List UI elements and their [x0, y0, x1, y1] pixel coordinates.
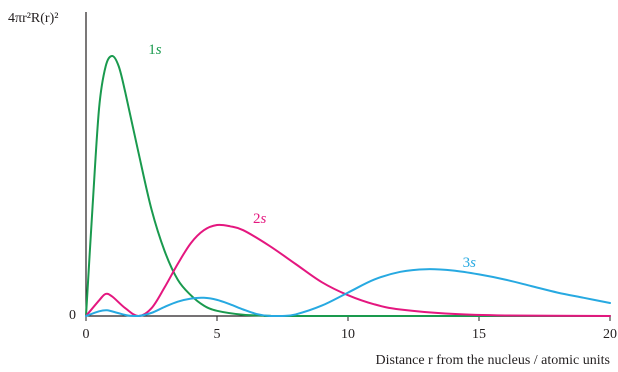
series-lines	[85, 55, 611, 318]
series-label-1s: 1s	[148, 42, 162, 58]
x-tick-label: 5	[214, 327, 221, 342]
series-label-2s: 2s	[253, 211, 267, 227]
x-tick-label: 15	[472, 327, 486, 342]
y-tick-label: 0	[69, 308, 76, 323]
series-label-3s: 3s	[463, 255, 477, 271]
series-labels: 1s 2s 3s	[148, 42, 476, 271]
series-line-1s	[85, 55, 611, 318]
series-line-2s	[85, 223, 611, 317]
x-axis-label: Distance r from the nucleus / atomic uni…	[376, 353, 610, 368]
y-axis-label: 4πr²R(r)²	[8, 11, 58, 26]
x-tick-label: 10	[341, 327, 355, 342]
axis-ticks: 0 5 10 15 20 0	[69, 308, 617, 342]
x-tick-label: 0	[83, 327, 90, 342]
series-line-3s	[85, 268, 611, 318]
x-tick-label: 20	[603, 327, 617, 342]
